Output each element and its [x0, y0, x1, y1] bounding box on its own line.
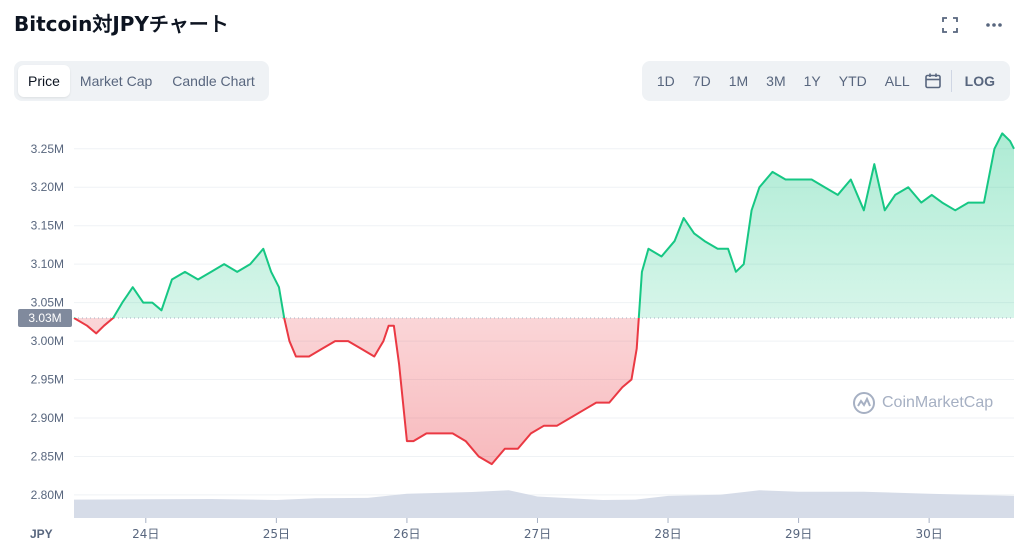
range-1d-button[interactable]: 1D [656, 73, 675, 89]
x-tick-label: 24日 [132, 527, 159, 541]
expand-icon[interactable] [938, 16, 962, 40]
more-icon[interactable] [982, 16, 1006, 40]
tab-market-cap[interactable]: Market Cap [79, 73, 153, 89]
price-area-up [74, 133, 1014, 318]
baseline-label: 3.03M [28, 311, 61, 325]
range-3m-button[interactable]: 3M [766, 73, 786, 89]
time-range-selector: 1D 7D 1M 3M 1Y YTD ALL LOG [641, 61, 1010, 101]
range-7d-button[interactable]: 7D [692, 73, 711, 89]
x-tick-label: 29日 [785, 527, 812, 541]
volume-area [74, 490, 1014, 518]
y-tick-label: 3.15M [31, 219, 64, 233]
chart-type-tabs: Price Market Cap Candle Chart [14, 61, 269, 101]
y-tick-label: 3.05M [31, 296, 64, 310]
x-tick-label: 25日 [263, 527, 290, 541]
range-ytd-button[interactable]: YTD [838, 73, 867, 89]
x-tick-label: 30日 [915, 527, 942, 541]
price-line-down [73, 318, 640, 466]
x-tick-label: 28日 [654, 527, 681, 541]
y-tick-label: 2.80M [31, 488, 64, 502]
y-tick-label: 2.85M [31, 449, 64, 463]
range-all-button[interactable]: ALL [884, 73, 910, 89]
x-tick-label: 27日 [524, 527, 551, 541]
coinmarketcap-watermark: CoinMarketCap [852, 391, 993, 415]
currency-label: JPY [30, 527, 53, 541]
y-tick-label: 3.25M [31, 142, 64, 156]
y-tick-label: 3.20M [31, 180, 64, 194]
x-tick-label: 26日 [393, 527, 420, 541]
baseline-label-box [18, 309, 72, 327]
tab-price[interactable]: Price [18, 65, 70, 97]
y-tick-label: 2.90M [31, 411, 64, 425]
watermark-text: CoinMarketCap [882, 394, 994, 411]
range-divider [950, 70, 952, 92]
range-1m-button[interactable]: 1M [728, 73, 749, 89]
range-1y-button[interactable]: 1Y [803, 73, 821, 89]
y-tick-label: 3.10M [31, 257, 64, 271]
calendar-icon[interactable] [919, 65, 947, 97]
page-title: Bitcoin対JPYチャート [14, 12, 229, 36]
y-tick-label: 3.00M [31, 334, 64, 348]
y-tick-label: 2.95M [31, 373, 64, 387]
coinmarketcap-logo-icon [853, 392, 875, 414]
log-scale-toggle[interactable]: LOG [964, 73, 995, 89]
price-area-down [74, 318, 1014, 465]
price-line-up [74, 132, 1015, 318]
tab-candle-chart[interactable]: Candle Chart [172, 73, 255, 89]
